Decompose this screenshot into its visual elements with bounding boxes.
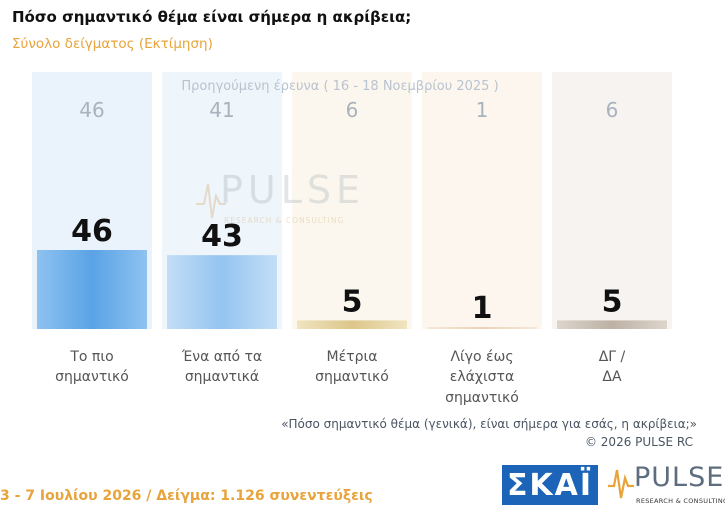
chart-subtitle: Σύνολο δείγματος (Εκτίμηση) [12,36,213,52]
category-label-line: σημαντικό [445,389,519,406]
value-label-2: 5 [342,284,363,319]
category-label-line: σημαντικά [184,369,260,386]
chart-title: Πόσο σημαντικό θέμα είναι σήμερα η ακρίβ… [12,8,412,26]
category-label-line: Ένα από τα [181,349,263,365]
category-label-line: Λίγο έως [450,349,514,365]
value-label-1: 43 [201,219,243,254]
bar-4 [557,320,667,329]
pulse-logo-word: PULSE [634,462,725,493]
question-text: «Πόσο σημαντικό θέμα (γενικά), είναι σήμ… [281,417,697,431]
bar-1 [167,255,277,329]
category-label-line: ΔΓ / [598,349,626,365]
category-label-line: Μέτρια [326,349,378,365]
category-label-line: σημαντικό [315,369,389,386]
previous-value-label-0: 46 [79,98,104,122]
category-label-2: Μέτρια σημαντικό [292,347,412,388]
category-label-line: ΔΑ [602,369,622,386]
previous-column-2 [292,72,412,329]
category-label-4: ΔΓ / ΔΑ [552,347,672,388]
value-label-3: 1 [472,291,493,326]
category-label-line: σημαντικό [55,369,129,386]
value-label-4: 5 [602,284,623,319]
footer-survey-info: 3 - 7 Ιουλίου 2026 / Δείγμα: 1.126 συνεν… [0,488,373,504]
skai-logo: ΣΚΑΪ [502,465,598,505]
previous-value-label-2: 6 [346,98,359,122]
previous-column-3 [422,72,542,329]
previous-column-4 [552,72,672,329]
previous-survey-caption: Προηγούμενη έρευνα ( 16 - 18 Νοεμβρίου 2… [181,79,499,94]
copyright-text: © 2026 PULSE RC [584,435,693,449]
category-label-3: Λίγο έως ελάχιστα σημαντικό [422,347,542,408]
value-label-0: 46 [71,214,113,249]
bar-2 [297,320,407,329]
bar-0 [37,250,147,329]
bar-chart: 46 46 43 41 5 6 1 1 5 6 [32,72,672,329]
bar-3 [427,327,537,329]
previous-value-label-1: 41 [209,98,234,122]
category-label-0: Το πιο σημαντικό [32,347,152,388]
category-label-line: ελάχιστα [449,369,515,386]
pulse-logo: PULSE RESEARCH & CONSULTING [608,462,725,507]
previous-value-label-3: 1 [476,98,489,122]
previous-value-label-4: 6 [606,98,619,122]
category-label-1: Ένα από τα σημαντικά [162,347,282,388]
pulse-logo-wave-icon [608,469,634,499]
category-label-line: Το πιο [70,349,114,365]
pulse-logo-sub: RESEARCH & CONSULTING [636,497,725,505]
